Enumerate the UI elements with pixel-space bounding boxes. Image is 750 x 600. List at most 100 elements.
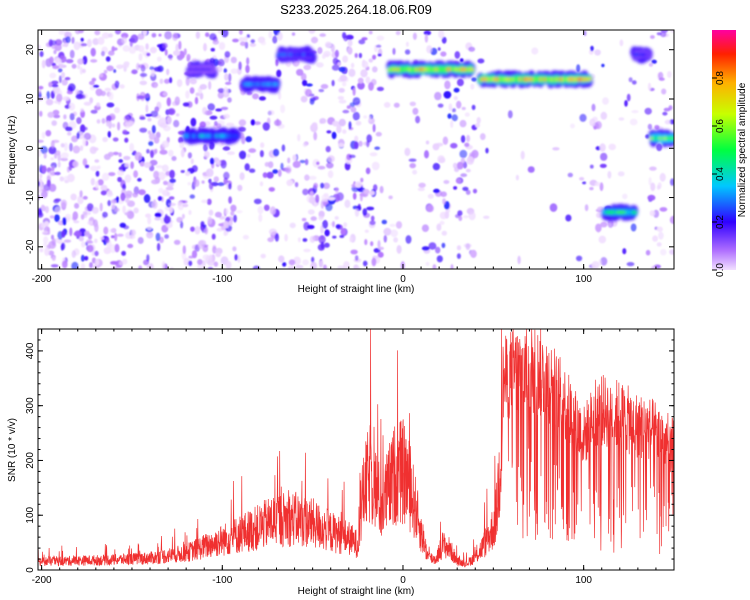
heatmap-speckle-cell xyxy=(348,68,356,78)
heatmap-speckle-cell xyxy=(114,243,120,253)
heatmap-speckle-cell xyxy=(80,124,86,133)
snr-y-tick-label: 300 xyxy=(25,397,36,414)
heatmap-speckle-cell xyxy=(48,39,53,47)
heatmap-x-tick-label: -200 xyxy=(32,274,52,285)
heatmap-speckle-cell xyxy=(315,194,320,203)
heatmap-speckle-cell xyxy=(303,248,311,253)
heatmap-speckle-cell xyxy=(324,229,330,237)
heatmap-speckle-cell xyxy=(350,249,358,255)
heatmap-speckle-cell xyxy=(154,106,160,113)
heatmap-speckle-cell xyxy=(355,120,362,126)
heatmap-speckle-cell xyxy=(169,206,174,214)
heatmap-speckle-cell xyxy=(659,172,666,182)
heatmap-speckle-cell xyxy=(462,161,468,169)
heatmap-speckle-cell xyxy=(120,192,126,202)
heatmap-speckle-cell xyxy=(437,103,444,108)
heatmap-speckle-cell xyxy=(164,234,170,239)
heatmap-speckle-cell xyxy=(443,180,450,184)
heatmap-speckle-cell xyxy=(656,242,662,247)
heatmap-speckle-cell xyxy=(122,129,128,135)
heatmap-speckle-cell xyxy=(334,49,339,58)
heatmap-speckle-cell xyxy=(155,131,161,139)
heatmap-speckle-cell xyxy=(338,88,345,93)
heatmap-speckle-cell xyxy=(225,81,232,85)
heatmap-x-tick-label: 0 xyxy=(400,274,406,285)
heatmap-speckle-cell xyxy=(352,111,360,121)
heatmap-speckle-cell xyxy=(206,170,210,177)
heatmap-speckle-cell xyxy=(220,106,229,111)
heatmap-speckle-cell xyxy=(86,203,94,212)
heatmap-speckle-cell xyxy=(372,66,378,73)
heatmap-speckle-cell xyxy=(151,125,156,134)
heatmap-speckle-cell xyxy=(117,169,124,176)
heatmap-band xyxy=(601,203,639,222)
heatmap-speckle-cell xyxy=(453,186,458,190)
heatmap-speckle-cell xyxy=(130,161,135,169)
heatmap-speckle-cell xyxy=(51,238,56,246)
heatmap-speckle-cell xyxy=(440,191,447,197)
heatmap-speckle-cell xyxy=(357,77,364,84)
heatmap-speckle-cell xyxy=(118,152,122,157)
heatmap-speckle-cell xyxy=(663,107,671,112)
heatmap-speckle-cell xyxy=(73,231,81,237)
heatmap-speckle-cell xyxy=(217,88,225,93)
heatmap-speckle-cell xyxy=(264,162,270,167)
heatmap-speckle-cell xyxy=(628,77,633,83)
heatmap-speckle-cell xyxy=(208,181,214,190)
heatmap-speckle-cell xyxy=(323,182,330,189)
heatmap-speckle-cell xyxy=(156,242,161,252)
heatmap-speckle-cell xyxy=(216,161,221,166)
heatmap-speckle-cell xyxy=(182,245,186,255)
heatmap-speckle-cell xyxy=(660,249,667,256)
heatmap-speckle-cell xyxy=(460,157,466,164)
heatmap-speckle-cell xyxy=(451,114,458,122)
heatmap-speckle-cell xyxy=(223,220,229,229)
heatmap-speckle-cell xyxy=(597,206,604,211)
heatmap-speckle-cell xyxy=(468,46,476,52)
heatmap-speckle-cell xyxy=(364,229,369,233)
heatmap-speckle-cell xyxy=(209,115,218,120)
heatmap-speckle-cell xyxy=(89,97,94,104)
heatmap-speckle-cell xyxy=(112,137,119,142)
heatmap-speckle-cell xyxy=(45,206,49,214)
heatmap-speckle-cell xyxy=(316,62,324,68)
heatmap-speckle-cell xyxy=(232,38,239,43)
heatmap-speckle-cell xyxy=(80,263,86,269)
heatmap-speckle-cell xyxy=(624,100,628,107)
heatmap-speckle-cell xyxy=(347,39,353,47)
heatmap-speckle-cell xyxy=(595,223,602,233)
heatmap-speckle-cell xyxy=(76,117,82,125)
heatmap-speckle-cell xyxy=(178,40,182,50)
heatmap-speckle-cell xyxy=(124,212,130,216)
heatmap-speckle-cell xyxy=(187,182,192,186)
heatmap-speckle-cell xyxy=(300,73,307,81)
heatmap-speckle-cell xyxy=(173,50,181,56)
heatmap-speckle-cell xyxy=(236,210,243,214)
heatmap-speckle-cell xyxy=(185,171,191,177)
heatmap-speckle-cell xyxy=(274,119,282,127)
heatmap-speckle-cell xyxy=(244,163,250,171)
heatmap-speckle-cell xyxy=(194,96,199,105)
heatmap-speckle-cell xyxy=(576,64,581,73)
heatmap-speckle-cell xyxy=(409,163,417,169)
heatmap-speckle-cell xyxy=(215,108,223,112)
heatmap-speckle-cell xyxy=(114,232,118,242)
heatmap-speckle-cell xyxy=(239,150,247,160)
heatmap-speckle-cell xyxy=(61,72,66,79)
heatmap-speckle-cell xyxy=(296,68,304,76)
heatmap-y-tick-label: -20 xyxy=(25,239,36,254)
heatmap-speckle-cell xyxy=(80,214,85,220)
heatmap-speckle-cell xyxy=(113,69,117,73)
heatmap-band xyxy=(182,127,241,145)
heatmap-speckle-cell xyxy=(599,182,604,192)
heatmap-speckle-cell xyxy=(146,254,150,262)
heatmap-speckle-cell xyxy=(95,170,100,177)
heatmap-speckle-cell xyxy=(119,222,127,228)
heatmap-speckle-cell xyxy=(148,263,154,269)
heatmap-speckle-cell xyxy=(598,235,607,244)
heatmap-speckle-cell xyxy=(301,217,307,222)
heatmap-band xyxy=(276,45,317,64)
heatmap-speckle-cell xyxy=(143,194,151,203)
heatmap-speckle-cell xyxy=(131,69,138,75)
